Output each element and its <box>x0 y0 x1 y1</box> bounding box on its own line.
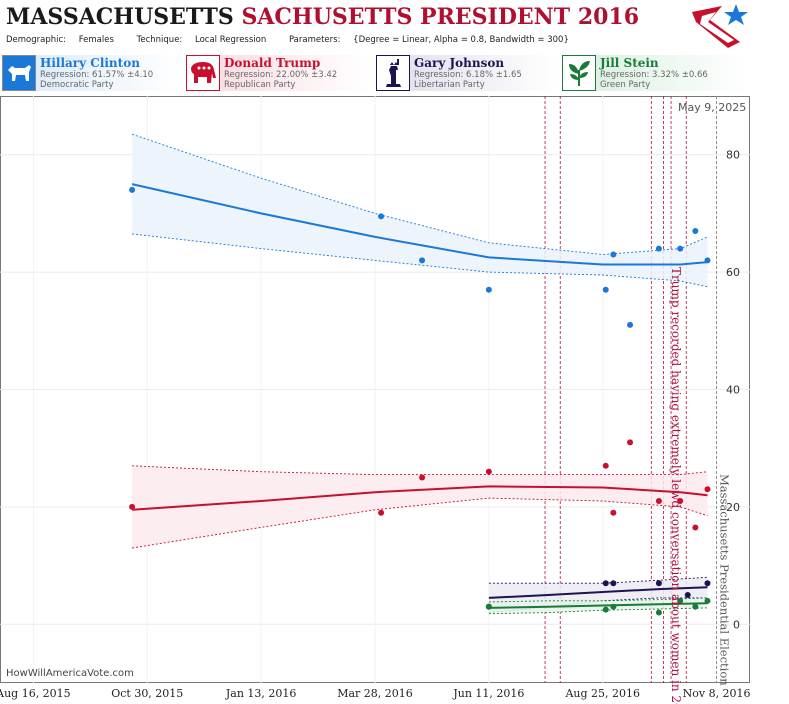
date-stamp: May 9, 2025 <box>678 101 747 114</box>
legend-party: Republican Party <box>224 80 296 90</box>
data-point <box>655 580 662 587</box>
legend-trump: Donald Trump Regression: 22.00% ±3.42 Re… <box>186 55 372 91</box>
parameters-value: {Degree = Linear, Alpha = 0.8, Bandwidth… <box>353 35 569 45</box>
data-point <box>610 580 617 587</box>
band-lower <box>132 497 708 549</box>
data-point <box>692 524 699 531</box>
data-point <box>378 509 385 516</box>
data-point <box>485 468 492 475</box>
data-point <box>692 228 699 235</box>
flag-star-logo <box>692 4 748 48</box>
title-state: MASSACHUSETTS <box>6 4 234 30</box>
y-tick-label: 60 <box>726 266 740 279</box>
data-point <box>627 439 634 446</box>
data-point <box>704 486 711 493</box>
legend-regression: Regression: 6.18% ±1.65 <box>414 70 522 80</box>
legend-party: Democratic Party <box>40 80 114 90</box>
data-point <box>602 286 609 293</box>
y-tick-label: 40 <box>726 384 740 397</box>
y-tick-label: 80 <box>726 149 740 162</box>
data-point <box>419 474 426 481</box>
data-point <box>129 503 136 510</box>
data-point <box>610 251 617 258</box>
x-tick-label: Nov 8, 2016 <box>683 687 751 700</box>
y-tick-label: 20 <box>726 501 740 514</box>
legend-regression: Regression: 61.57% ±4.10 <box>40 70 154 80</box>
data-point <box>610 603 617 610</box>
band-lower <box>132 233 708 288</box>
regression-line <box>131 183 708 266</box>
chart-title: MASSACHUSETTS SACHUSETTS PRESIDENT 2016 <box>6 4 639 30</box>
data-point <box>129 186 136 193</box>
donkey-icon <box>2 55 36 91</box>
x-tick-label: Aug 16, 2015 <box>0 687 71 700</box>
data-point <box>684 591 691 598</box>
x-tick-label: Jun 11, 2016 <box>452 687 524 700</box>
data-point <box>655 245 662 252</box>
statue-of-liberty-icon <box>376 55 410 91</box>
elephant-icon <box>186 55 220 91</box>
legend-party: Green Party <box>600 80 651 90</box>
site-credit: HowWillAmericaVote.com <box>6 668 134 679</box>
data-point <box>692 603 699 610</box>
legend-name: Jill Stein <box>600 56 659 70</box>
data-point <box>602 606 609 613</box>
band-lower <box>488 607 708 615</box>
legend-name: Gary Johnson <box>414 56 505 70</box>
x-tick-label: Mar 28, 2016 <box>337 687 413 700</box>
chart-subtitle: Demographic: Females Technique: Local Re… <box>6 35 589 45</box>
legend-johnson: Gary Johnson Regression: 6.18% ±1.65 Lib… <box>376 55 558 91</box>
technique-label: Technique: <box>136 35 183 45</box>
regression-line <box>132 485 708 511</box>
data-point <box>655 498 662 505</box>
legend-regression: Regression: 3.32% ±0.66 <box>600 70 708 80</box>
band-upper <box>488 576 708 584</box>
data-point <box>602 580 609 587</box>
data-point <box>704 597 711 604</box>
data-point <box>485 286 492 293</box>
y-tick-label: 0 <box>733 618 740 631</box>
data-point <box>419 257 426 264</box>
regression-line <box>488 602 708 609</box>
confidence-band <box>132 134 708 287</box>
legend-name: Hillary Clinton <box>40 56 140 70</box>
data-point <box>677 245 684 252</box>
title-race: SACHUSETTS PRESIDENT 2016 <box>241 4 640 30</box>
regression-line <box>488 586 708 599</box>
data-point <box>677 597 684 604</box>
data-point <box>602 462 609 469</box>
legend-clinton: Hillary Clinton Regression: 61.57% ±4.10… <box>2 55 182 91</box>
data-point <box>485 603 492 610</box>
data-point <box>610 509 617 516</box>
legend-stein: Jill Stein Regression: 3.32% ±0.66 Green… <box>562 55 748 91</box>
annotation-lewd-tape: Trump recorded having extremely lewd con… <box>669 267 683 704</box>
data-point <box>378 213 385 220</box>
data-point <box>704 257 711 264</box>
x-tick-label: Aug 25, 2016 <box>564 687 640 700</box>
demographic-value: Females <box>78 35 114 45</box>
data-point <box>677 498 684 505</box>
legend-regression: Regression: 22.00% ±3.42 <box>224 70 338 80</box>
data-point <box>655 609 662 616</box>
data-point <box>704 580 711 587</box>
parameters-label: Parameters: <box>288 35 341 45</box>
x-tick-label: Jan 13, 2016 <box>225 687 297 700</box>
demographic-label: Demographic: <box>6 35 67 45</box>
x-tick-label: Oct 30, 2015 <box>111 687 183 700</box>
band-upper <box>488 597 708 603</box>
data-point <box>627 321 634 328</box>
plant-icon <box>562 55 596 91</box>
technique-value: Local Regression <box>195 35 267 45</box>
legend-party: Libertarian Party <box>414 80 485 90</box>
annotation-election: Massachusetts Presidential Election <box>718 474 732 686</box>
legend-name: Donald Trump <box>224 56 321 70</box>
